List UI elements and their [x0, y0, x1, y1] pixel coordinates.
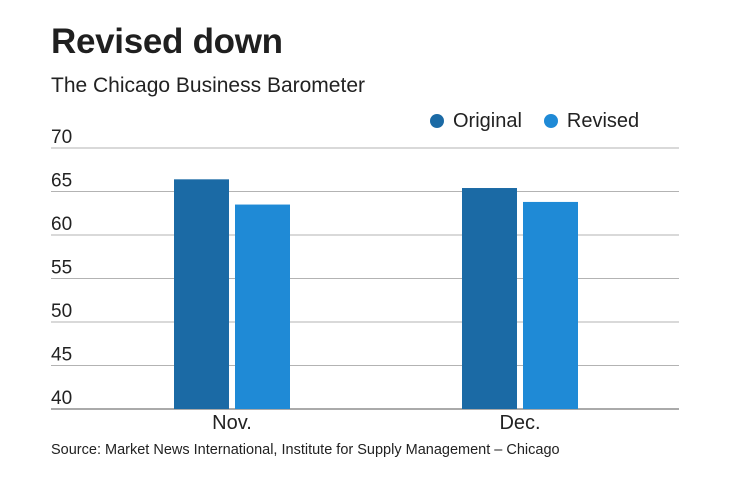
y-tick-label: 45 — [51, 345, 72, 366]
y-tick-label: 65 — [51, 171, 72, 192]
bar-revised-dec — [523, 201, 578, 409]
legend-item-original: Original — [430, 110, 522, 133]
y-tick-label: 40 — [51, 388, 72, 409]
y-tick-label: 60 — [51, 214, 72, 235]
chart-subtitle: The Chicago Business Barometer — [51, 74, 365, 97]
x-tick-label: Nov. — [212, 412, 252, 434]
legend-label-revised: Revised — [566, 109, 640, 132]
chart-title: Revised down — [51, 22, 283, 61]
bar-original-nov — [174, 179, 229, 409]
legend: Original Revised — [430, 110, 639, 132]
y-tick-label: 50 — [51, 301, 72, 322]
y-tick-label: 70 — [51, 127, 72, 148]
legend-label-original: Original — [453, 109, 522, 132]
x-tick-label: Dec. — [499, 412, 540, 434]
y-tick-label: 55 — [51, 258, 72, 279]
legend-item-revised: Revised — [543, 109, 640, 133]
source-note: Source: Market News International, Insti… — [51, 442, 560, 458]
legend-swatch-original — [430, 114, 444, 128]
bar-original-dec — [462, 188, 517, 409]
bar-revised-nov — [235, 204, 290, 409]
legend-swatch-revised — [543, 114, 558, 128]
